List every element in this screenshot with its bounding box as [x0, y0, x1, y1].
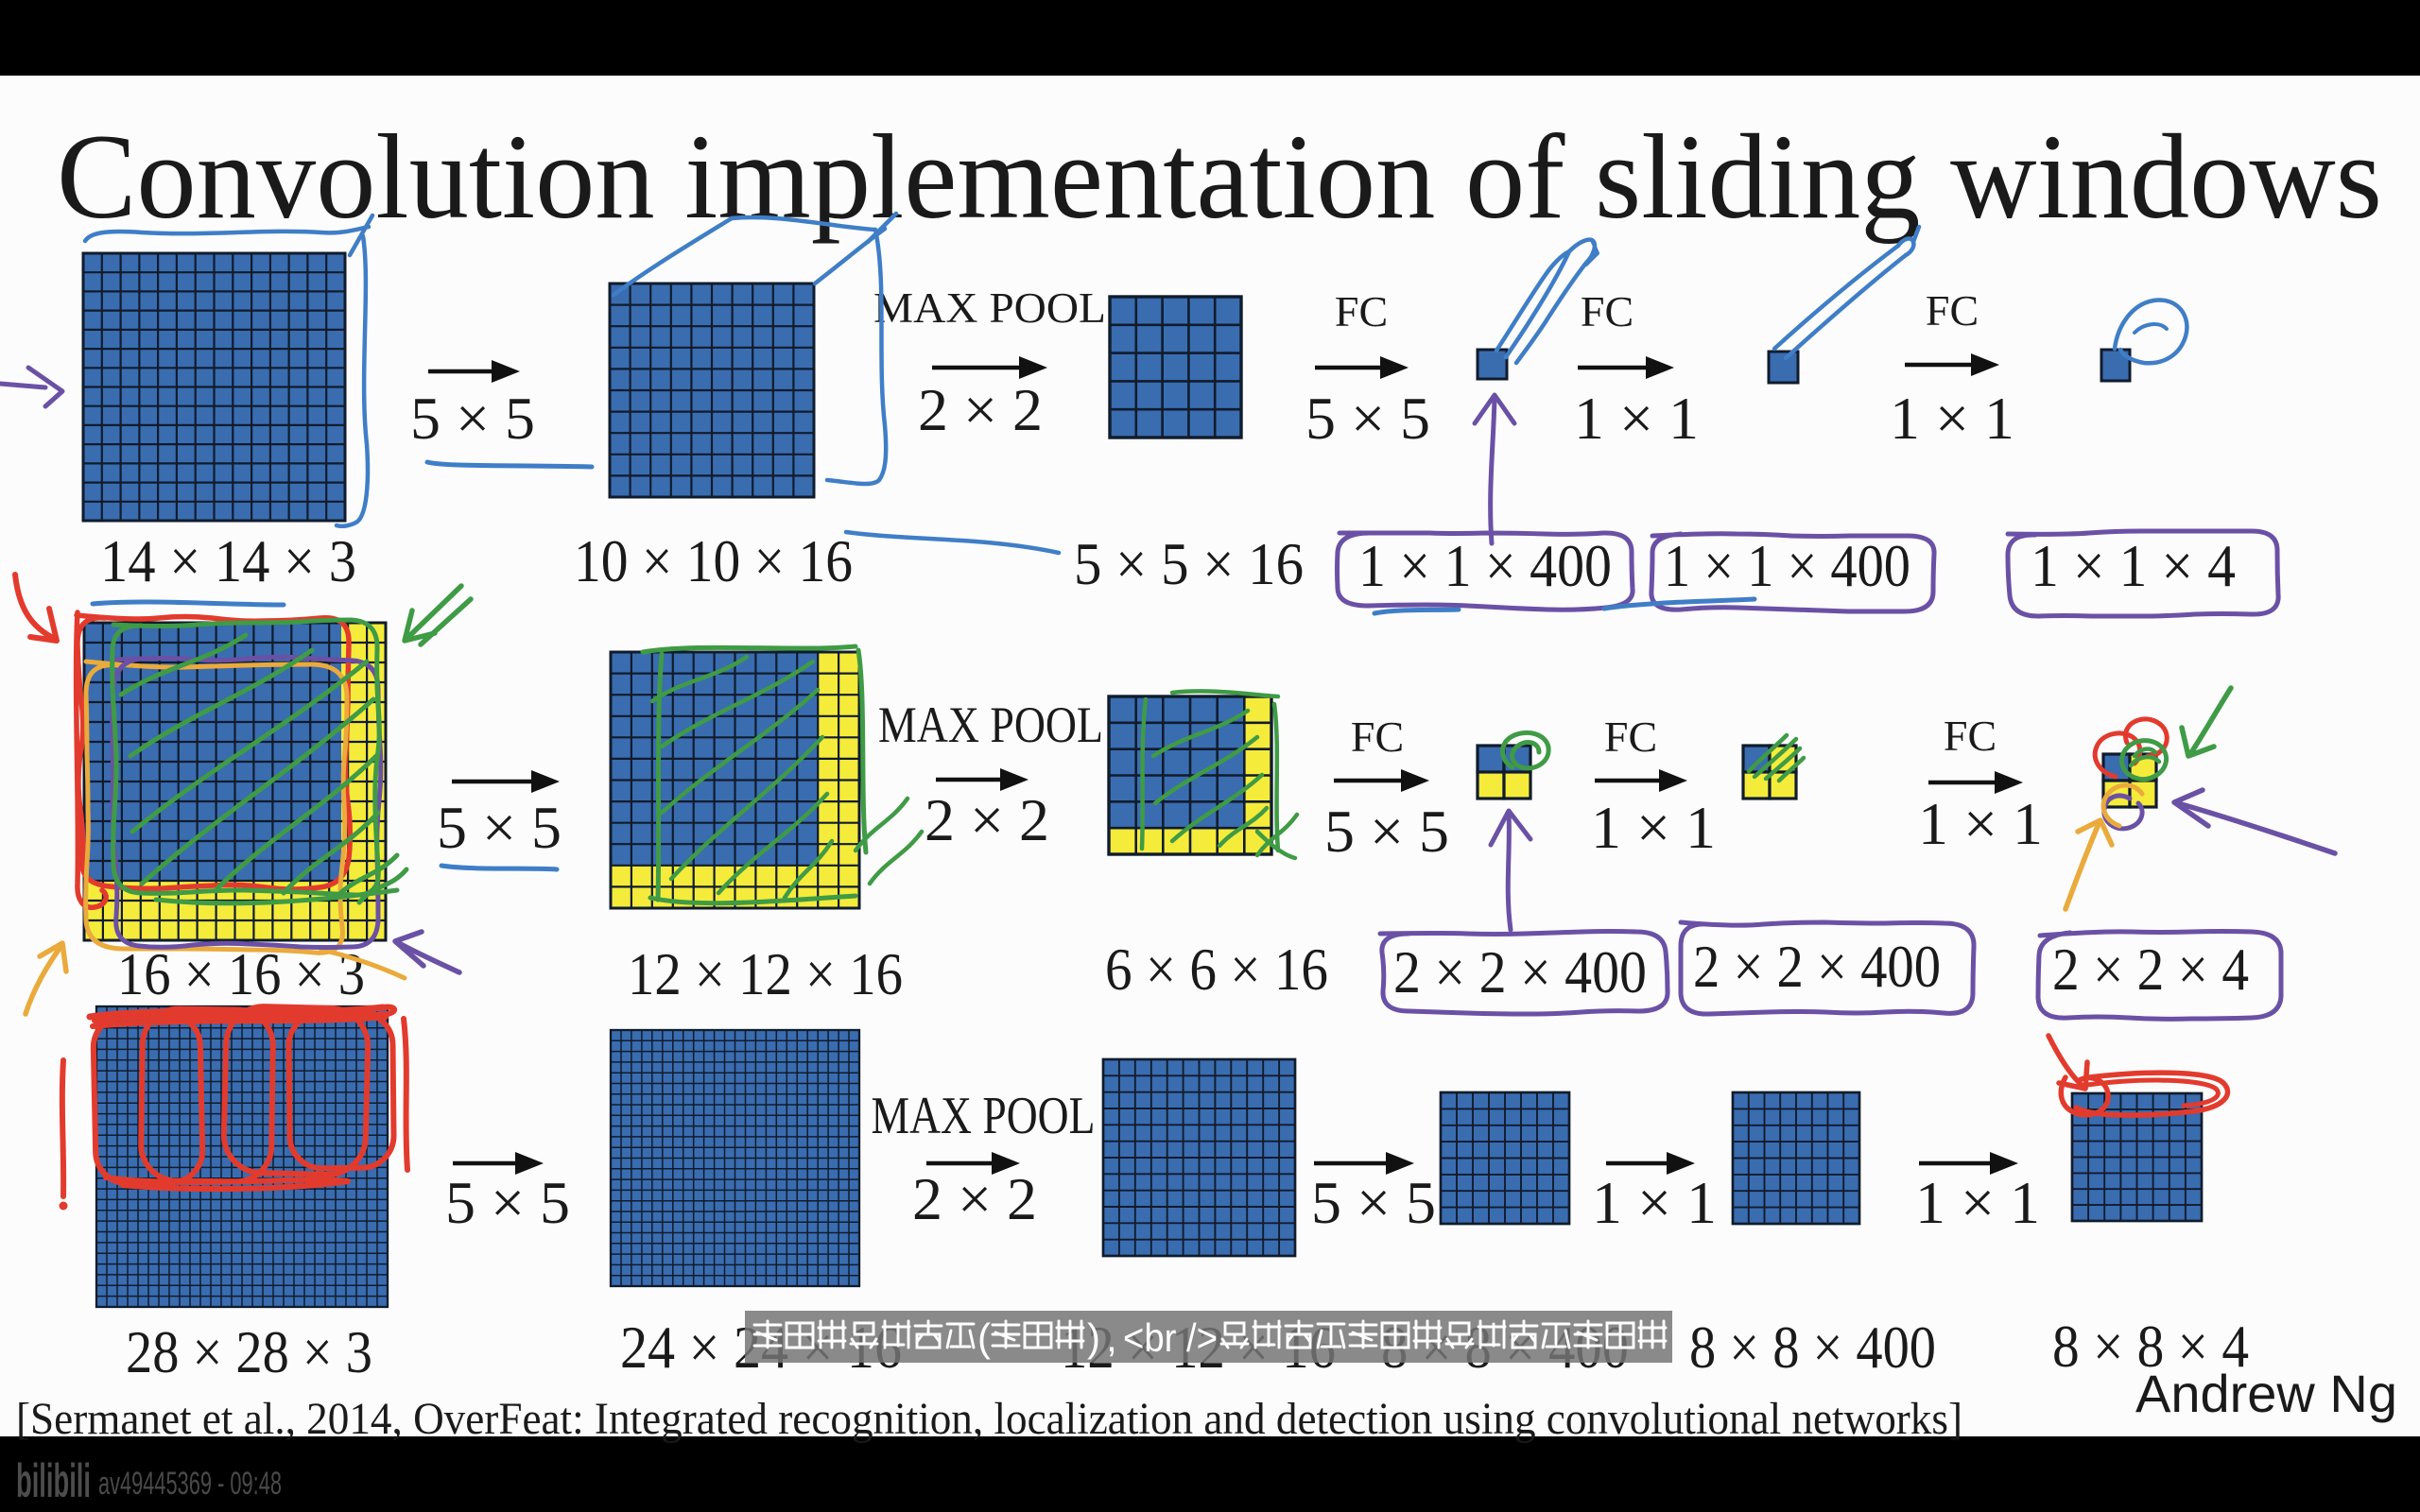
svg-text:MAX POOL: MAX POOL [873, 284, 1106, 332]
svg-text:<br />: <br /> [1123, 1315, 1218, 1360]
svg-text:FC: FC [1944, 712, 1996, 760]
svg-text:1 × 1: 1 × 1 [1591, 794, 1716, 861]
svg-text:1 × 1: 1 × 1 [1890, 385, 2014, 452]
svg-text:2 × 2: 2 × 2 [925, 786, 1049, 853]
svg-text:Andrew Ng: Andrew Ng [2135, 1364, 2397, 1423]
svg-text:2 × 2 × 400: 2 × 2 × 400 [1393, 938, 1647, 1005]
svg-text:1 × 1: 1 × 1 [1574, 385, 1699, 452]
svg-text:14 × 14 × 3: 14 × 14 × 3 [100, 527, 356, 594]
svg-text:8 × 8 × 4: 8 × 8 × 4 [2052, 1313, 2249, 1380]
svg-text:10 × 10 × 16: 10 × 10 × 16 [574, 527, 853, 594]
svg-text:FC: FC [1604, 713, 1657, 761]
svg-text:bilibili: bilibili [16, 1454, 91, 1507]
svg-text:(: ( [977, 1315, 991, 1360]
svg-text:2 × 2: 2 × 2 [918, 376, 1043, 443]
svg-text:5 × 5: 5 × 5 [1311, 1169, 1436, 1236]
svg-text:2 × 2: 2 × 2 [912, 1165, 1037, 1232]
svg-text:1 × 1 × 400: 1 × 1 × 400 [1358, 532, 1612, 599]
svg-text:2 × 2 × 400: 2 × 2 × 400 [1693, 933, 1941, 1000]
svg-text:2 × 2 × 4: 2 × 2 × 4 [2052, 936, 2249, 1003]
svg-text:6 × 6 × 16: 6 × 6 × 16 [1105, 936, 1328, 1003]
svg-text:5 × 5: 5 × 5 [1305, 385, 1430, 452]
svg-text:[Sermanet et al., 2014, OverFe: [Sermanet et al., 2014, OverFeat: Integr… [16, 1394, 1962, 1444]
svg-text:FC: FC [1335, 287, 1388, 335]
svg-text:28 × 28 × 3: 28 × 28 × 3 [126, 1318, 372, 1385]
svg-text:5 × 5: 5 × 5 [410, 385, 535, 452]
svg-text:12 × 12 × 16: 12 × 12 × 16 [628, 940, 903, 1007]
svg-text:5 × 5: 5 × 5 [437, 794, 562, 861]
svg-text:8 × 8 × 400: 8 × 8 × 400 [1689, 1314, 1936, 1381]
svg-text:FC: FC [1351, 713, 1404, 761]
svg-text:1 × 1: 1 × 1 [1915, 1169, 2040, 1236]
svg-text:5 × 5: 5 × 5 [1324, 798, 1449, 865]
svg-text:1 × 1 × 400: 1 × 1 × 400 [1664, 532, 1910, 599]
svg-text:1 × 1: 1 × 1 [1592, 1169, 1717, 1236]
svg-text:1 × 1 × 4: 1 × 1 × 4 [2031, 532, 2236, 599]
svg-text:): ) [1087, 1315, 1100, 1360]
svg-text:5 × 5: 5 × 5 [445, 1169, 570, 1236]
svg-text:5 × 5 × 16: 5 × 5 × 16 [1074, 530, 1304, 597]
svg-text:MAX POOL: MAX POOL [872, 1087, 1096, 1145]
svg-text:av49445369 - 09:48: av49445369 - 09:48 [98, 1466, 282, 1502]
svg-text:Convolution implementation of: Convolution implementation of sliding wi… [57, 110, 2382, 244]
svg-text:MAX POOL: MAX POOL [878, 696, 1103, 753]
svg-text:FC: FC [1926, 286, 1979, 335]
svg-text:,: , [1106, 1315, 1117, 1360]
svg-text:1 × 1: 1 × 1 [1918, 790, 2043, 857]
svg-text:FC: FC [1581, 287, 1634, 335]
